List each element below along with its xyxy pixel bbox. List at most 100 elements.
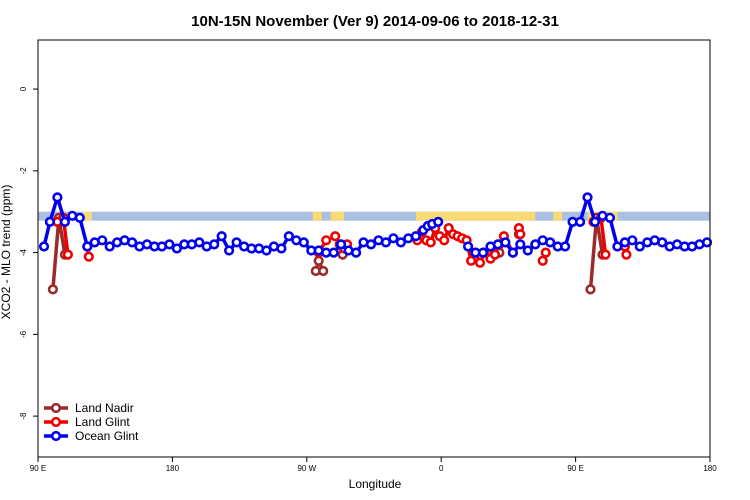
ocean-glint-point [82,241,93,252]
ocean-glint-point [634,241,645,252]
ocean-glint-point [545,237,556,248]
ocean-glint-point [276,243,287,254]
coverage-band [38,211,710,221]
ocean-glint-point [97,235,108,246]
legend-item-ocean-glint: Ocean Glint [44,429,139,443]
land-glint-point [62,249,73,260]
y-tick-label: -4 [19,248,28,256]
land-glint-point [439,235,450,246]
land-glint-point [321,235,332,246]
x-tick-label: 90 E [30,464,46,473]
ocean-glint-point [298,237,309,248]
legend-label-land-glint: Land Glint [75,415,130,429]
y-tick-label: 0 [19,86,28,91]
legend-label-ocean-glint: Ocean Glint [75,429,139,443]
ocean-glint-point [604,212,616,223]
ocean-glint-point [559,241,571,252]
land-segment [82,211,92,221]
ocean-glint-point [388,233,399,244]
ocean-glint-point [380,237,392,248]
land-segment [330,211,345,221]
ocean-glint-point [530,239,541,250]
ocean-glint-point [209,239,220,250]
ocean-glint-point [612,241,623,252]
ocean-glint-point [127,237,138,248]
ocean-glint-point [582,192,593,203]
ocean-glint-point [224,245,235,256]
ocean-glint-point [507,247,519,258]
legend-marker-land-glint [50,416,62,428]
land-segment [553,211,563,221]
ocean-glint-point [589,216,601,227]
land-glint-point [621,249,632,260]
ocean-glint-point [38,241,50,252]
ocean-glint-point [104,241,115,252]
ocean-glint-point [52,192,63,203]
land-glint-point [474,257,486,268]
y-tick-label: -6 [19,330,28,338]
ocean-glint-point [44,216,56,227]
x-axis-label: Longitude [349,477,402,491]
land-glint-point [537,255,548,266]
ocean-glint-point [231,237,242,248]
ocean-glint-point [351,247,362,258]
legend: Land Nadir Land Glint Ocean Glint [44,401,139,443]
chart-title: 10N-15N November (Ver 9) 2014-09-06 to 2… [191,13,559,30]
ocean-glint-point [657,237,668,248]
ocean-glint-point [261,245,272,256]
land-glint-point [466,255,477,266]
x-tick-label: 90 E [567,464,583,473]
land-glint-point [540,247,551,258]
legend-label-land-nadir: Land Nadir [75,401,134,415]
ocean-glint-point [328,247,339,258]
y-tick-label: -8 [19,412,28,420]
land-nadir-point [585,284,596,295]
x-tick-label: 180 [703,464,717,473]
legend-marker-land-nadir [50,402,62,414]
land-segment [415,211,536,221]
ocean-glint-point [701,237,713,248]
land-nadir-point [318,265,329,277]
ocean-glint-point [627,235,638,246]
ocean-glint-point [522,245,533,256]
land-glint-point [330,231,341,242]
series-ocean-glint [38,192,713,258]
plot-frame [37,39,711,458]
ocean-glint-point [395,237,407,248]
ocean-glint-point [59,216,71,227]
land-nadir-point [47,284,59,295]
legend-item-land-nadir: Land Nadir [44,401,134,415]
axis-layer: 90 E 180 90 W 0 90 E 180 0 -2 -4 -6 -8 [19,86,717,473]
x-tick-label: 180 [166,464,180,473]
ocean-glint-point [410,231,421,242]
land-segment [312,211,322,221]
land-glint-point [489,249,501,260]
legend-marker-ocean-glint [50,430,62,442]
ocean-glint-point [500,237,511,248]
ocean-glint-point [283,231,295,242]
land-glint-point [425,237,436,248]
ocean-glint-point [463,241,474,252]
legend-item-land-glint: Land Glint [44,415,130,429]
ocean-glint-point [515,239,526,250]
ocean-glint-point [216,231,227,242]
ocean-glint-point [433,216,444,227]
ocean-glint-point [477,247,489,258]
ocean-glint-point [194,237,205,248]
y-axis-label: XCO2 - MLO trend (ppm) [0,185,13,320]
land-glint-point [515,229,526,240]
ocean-glint-point [164,239,175,250]
ocean-glint-point [336,239,347,250]
ocean-glint-point [74,212,85,223]
land-glint-point [83,251,94,262]
series-layer [38,192,713,295]
x-tick-label: 0 [439,464,444,473]
ocean-glint-point [574,216,586,227]
y-tick-label: -2 [19,167,28,175]
ocean-glint-point [171,243,182,254]
land-glint-point [600,249,611,260]
ocean-glint-point [365,239,377,250]
x-tick-label: 90 W [297,464,316,473]
land-nadir-point [313,255,324,266]
